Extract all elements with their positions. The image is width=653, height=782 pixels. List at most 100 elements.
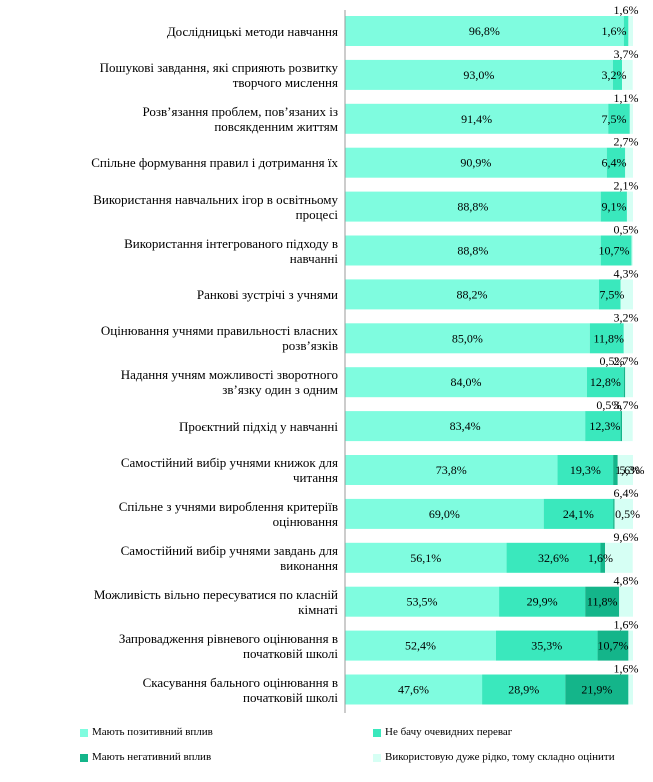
bar-segment <box>345 498 544 529</box>
category-label-line: Спільне формування правил і дотримання ї… <box>91 155 338 171</box>
bar-segment <box>620 411 623 442</box>
category-label-line: процесі <box>295 206 338 222</box>
value-label: 83,4% <box>450 419 481 433</box>
value-label: 4,3% <box>614 266 639 280</box>
bar-segment <box>623 16 629 46</box>
category-label-line: виконання <box>280 557 338 573</box>
value-label: 6,4% <box>602 156 627 170</box>
value-label: 9,6% <box>614 530 639 544</box>
value-label: 3,7% <box>614 47 639 61</box>
bar-segment <box>345 16 624 46</box>
category-label: Можливість вільно пересуватися по класні… <box>20 587 338 617</box>
value-label: 6,4% <box>614 486 639 500</box>
bar-segment <box>345 323 590 354</box>
category-label: Спільне формування правил і дотримання ї… <box>20 155 338 170</box>
bar-segment <box>631 235 633 266</box>
category-label-line: Спільне з учнями вироблення критеріїв <box>118 498 338 514</box>
bar-segment <box>345 674 483 705</box>
value-label: 88,2% <box>457 287 488 301</box>
bar-segment <box>619 586 633 617</box>
bar-segment <box>506 542 601 573</box>
value-label: 90,9% <box>460 156 491 170</box>
bar-segment <box>345 147 607 178</box>
bar-segment <box>345 630 496 661</box>
value-label: 56,1% <box>410 551 441 565</box>
bar-segment <box>345 411 586 442</box>
value-label: 1,1% <box>614 91 639 105</box>
bar-segment <box>543 498 614 529</box>
legend-label: Не бачу очевидних переваг <box>385 726 513 738</box>
value-label: 10,7% <box>597 639 628 653</box>
bar-segment <box>605 542 633 573</box>
value-label: 12,8% <box>590 375 621 389</box>
category-label-line: Самостійний вибір учнями завдань для <box>120 542 338 558</box>
bar-segment <box>623 323 633 354</box>
bar-segment <box>614 498 633 529</box>
value-label: 69,0% <box>429 507 460 521</box>
value-label: 1,6% <box>614 618 639 632</box>
value-label: 85,0% <box>452 331 483 345</box>
value-label: 91,4% <box>461 112 492 126</box>
value-label: 4,8% <box>614 574 639 588</box>
bar-segment <box>628 630 633 661</box>
bar-segment <box>585 411 621 442</box>
bar-segment <box>625 147 633 178</box>
legend-label: Використовую дуже рідко, тому складно оц… <box>385 751 615 763</box>
category-label-line: Скасування бального оцінювання в <box>142 674 338 690</box>
value-label: 11,8% <box>587 595 618 609</box>
category-label-line: Використання навчальних ігор в освітньом… <box>93 191 338 207</box>
bar-segment <box>597 630 629 661</box>
category-label: Спільне з учнями вироблення критеріїв оці… <box>20 499 338 529</box>
bar-segment <box>617 455 633 485</box>
category-label: Оцінювання учнями правильності власних ро… <box>20 323 338 353</box>
value-label: 0,5% <box>596 398 621 412</box>
value-label: 1,6% <box>588 551 613 565</box>
bar-segment <box>345 235 601 266</box>
bar-segment <box>613 455 618 485</box>
value-label: 10,7% <box>599 244 630 258</box>
category-label: Використання навчальних ігор в освітньом… <box>20 192 338 222</box>
value-label: 73,8% <box>436 463 467 477</box>
legend-swatch <box>373 754 381 762</box>
bar-segment <box>565 674 629 705</box>
value-label: 12,3% <box>589 419 620 433</box>
bar-segment <box>345 279 600 310</box>
bar-segment <box>608 103 630 134</box>
value-labels-layer: 96,8% 1,6% 1,6% 93,0% 3,2% 3,7% 91,4% 7,5% 1,1% 9… <box>398 3 644 697</box>
category-label-line: розв’язків <box>282 338 338 354</box>
bar-segment <box>345 103 609 134</box>
value-label: 1,6% <box>614 3 639 17</box>
legend-label: Мають позитивний вплив <box>92 726 213 738</box>
legend-swatch <box>80 754 88 762</box>
bar-segment <box>482 674 566 705</box>
category-label: Самостійний вибір учнями книжок для читан… <box>20 455 338 485</box>
bar-segment <box>557 455 614 485</box>
bar-segment <box>499 586 586 617</box>
value-label: 52,4% <box>405 639 436 653</box>
bar-segment <box>600 235 632 266</box>
category-label-line: Пошукові завдання, які сприяють розвитку <box>99 59 338 75</box>
category-label: Дослідницькі методи навчання <box>20 24 338 39</box>
category-label-line: оцінювання <box>272 513 338 529</box>
bar-segment <box>345 542 507 573</box>
legend-swatch <box>80 729 88 737</box>
bar-segment <box>626 191 633 222</box>
category-label-line: Ранкові зустрічі з учнями <box>196 286 338 302</box>
bar-segment <box>622 59 633 90</box>
value-label: 7,5% <box>599 287 624 301</box>
value-label: 35,3% <box>531 639 562 653</box>
bar-segment <box>628 674 633 705</box>
bar-segment <box>623 367 626 398</box>
bar-segment <box>600 542 606 573</box>
value-label: 88,8% <box>457 244 488 258</box>
value-label: 1,6% <box>615 463 640 477</box>
value-label: 7,5% <box>602 112 627 126</box>
bar-segment <box>629 103 633 134</box>
bar-segment <box>585 586 620 617</box>
value-label: 3,7% <box>614 398 639 412</box>
value-label: 21,9% <box>581 683 612 697</box>
value-label: 32,6% <box>538 551 569 565</box>
bar-segment <box>606 147 626 178</box>
bar-segment <box>612 59 623 90</box>
